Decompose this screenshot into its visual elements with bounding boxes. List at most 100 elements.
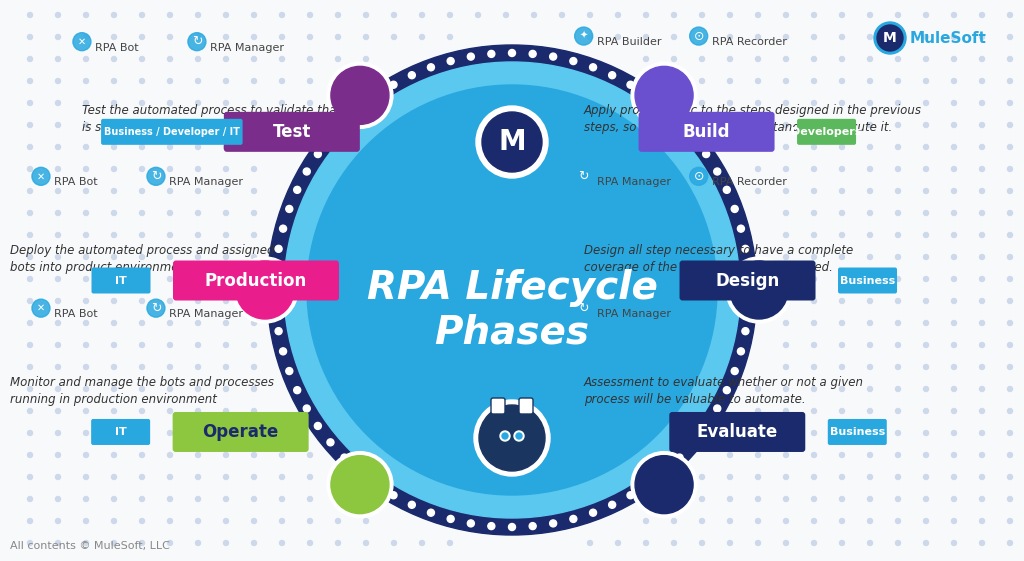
Circle shape bbox=[951, 188, 956, 194]
Circle shape bbox=[475, 12, 480, 17]
Circle shape bbox=[756, 12, 761, 17]
Circle shape bbox=[168, 475, 172, 480]
Circle shape bbox=[84, 475, 88, 480]
Circle shape bbox=[744, 307, 752, 314]
Circle shape bbox=[727, 57, 732, 62]
Circle shape bbox=[980, 298, 984, 304]
Circle shape bbox=[55, 475, 60, 480]
Text: Build: Build bbox=[683, 123, 730, 141]
Circle shape bbox=[1008, 100, 1013, 105]
Circle shape bbox=[474, 400, 550, 476]
Circle shape bbox=[980, 255, 984, 260]
Circle shape bbox=[980, 277, 984, 282]
Circle shape bbox=[280, 496, 285, 502]
Circle shape bbox=[840, 122, 845, 127]
Circle shape bbox=[112, 298, 117, 304]
Circle shape bbox=[252, 167, 256, 172]
Text: Design all step necessary to have a complete
coverage of the process to be autom: Design all step necessary to have a comp… bbox=[584, 244, 853, 274]
Circle shape bbox=[867, 387, 872, 392]
Circle shape bbox=[196, 145, 201, 149]
Circle shape bbox=[373, 481, 380, 488]
Circle shape bbox=[168, 343, 172, 347]
Circle shape bbox=[188, 33, 206, 50]
Circle shape bbox=[737, 225, 744, 232]
Circle shape bbox=[574, 27, 593, 45]
Circle shape bbox=[980, 100, 984, 105]
FancyBboxPatch shape bbox=[101, 119, 243, 145]
Text: Deploy the automated process and assigned
bots into product environment: Deploy the automated process and assigne… bbox=[10, 244, 274, 274]
Circle shape bbox=[811, 518, 816, 523]
Circle shape bbox=[307, 453, 312, 458]
Circle shape bbox=[84, 387, 88, 392]
Circle shape bbox=[840, 79, 845, 84]
Circle shape bbox=[28, 100, 33, 105]
Circle shape bbox=[196, 408, 201, 413]
Circle shape bbox=[980, 79, 984, 84]
Circle shape bbox=[727, 12, 732, 17]
FancyBboxPatch shape bbox=[519, 398, 534, 414]
Circle shape bbox=[409, 502, 416, 508]
FancyBboxPatch shape bbox=[797, 119, 856, 145]
Circle shape bbox=[84, 232, 88, 237]
Circle shape bbox=[314, 422, 322, 429]
Circle shape bbox=[896, 232, 900, 237]
Circle shape bbox=[84, 277, 88, 282]
Circle shape bbox=[500, 431, 510, 441]
Circle shape bbox=[840, 387, 845, 392]
Circle shape bbox=[1008, 365, 1013, 370]
Circle shape bbox=[28, 320, 33, 325]
Circle shape bbox=[550, 520, 557, 527]
Circle shape bbox=[1008, 122, 1013, 127]
Circle shape bbox=[723, 387, 730, 394]
Circle shape bbox=[502, 433, 508, 439]
Circle shape bbox=[112, 496, 117, 502]
Circle shape bbox=[783, 100, 788, 105]
Circle shape bbox=[980, 343, 984, 347]
Text: RPA Lifecycle
Phases: RPA Lifecycle Phases bbox=[367, 269, 657, 351]
Circle shape bbox=[783, 343, 788, 347]
Text: Assessment to evaluate whether or not a given
process will be valuable to automa: Assessment to evaluate whether or not a … bbox=[584, 376, 863, 406]
Circle shape bbox=[55, 122, 60, 127]
Circle shape bbox=[112, 210, 117, 215]
Circle shape bbox=[660, 468, 668, 475]
Circle shape bbox=[55, 57, 60, 62]
Circle shape bbox=[32, 299, 50, 317]
Circle shape bbox=[867, 100, 872, 105]
Circle shape bbox=[840, 343, 845, 347]
Circle shape bbox=[447, 34, 453, 39]
Circle shape bbox=[783, 475, 788, 480]
Circle shape bbox=[223, 232, 228, 237]
Circle shape bbox=[336, 34, 341, 39]
Circle shape bbox=[924, 167, 929, 172]
Text: Business: Business bbox=[829, 427, 885, 437]
Circle shape bbox=[139, 298, 144, 304]
Text: Developers: Developers bbox=[792, 127, 862, 137]
Circle shape bbox=[643, 34, 648, 39]
Circle shape bbox=[55, 387, 60, 392]
Circle shape bbox=[731, 205, 738, 213]
Circle shape bbox=[811, 12, 816, 17]
Circle shape bbox=[252, 320, 256, 325]
Circle shape bbox=[756, 475, 761, 480]
Circle shape bbox=[139, 145, 144, 149]
Circle shape bbox=[327, 452, 393, 518]
Circle shape bbox=[286, 205, 293, 213]
Circle shape bbox=[744, 266, 752, 273]
FancyBboxPatch shape bbox=[490, 398, 505, 414]
Circle shape bbox=[569, 516, 577, 522]
Circle shape bbox=[588, 34, 593, 39]
Circle shape bbox=[168, 79, 172, 84]
Circle shape bbox=[139, 100, 144, 105]
Circle shape bbox=[252, 475, 256, 480]
Circle shape bbox=[307, 540, 312, 545]
Circle shape bbox=[139, 232, 144, 237]
Circle shape bbox=[896, 298, 900, 304]
Circle shape bbox=[867, 188, 872, 194]
Circle shape bbox=[196, 496, 201, 502]
Circle shape bbox=[252, 365, 256, 370]
Circle shape bbox=[924, 145, 929, 149]
Circle shape bbox=[1008, 387, 1013, 392]
Circle shape bbox=[364, 540, 369, 545]
Circle shape bbox=[168, 496, 172, 502]
Circle shape bbox=[307, 57, 312, 62]
